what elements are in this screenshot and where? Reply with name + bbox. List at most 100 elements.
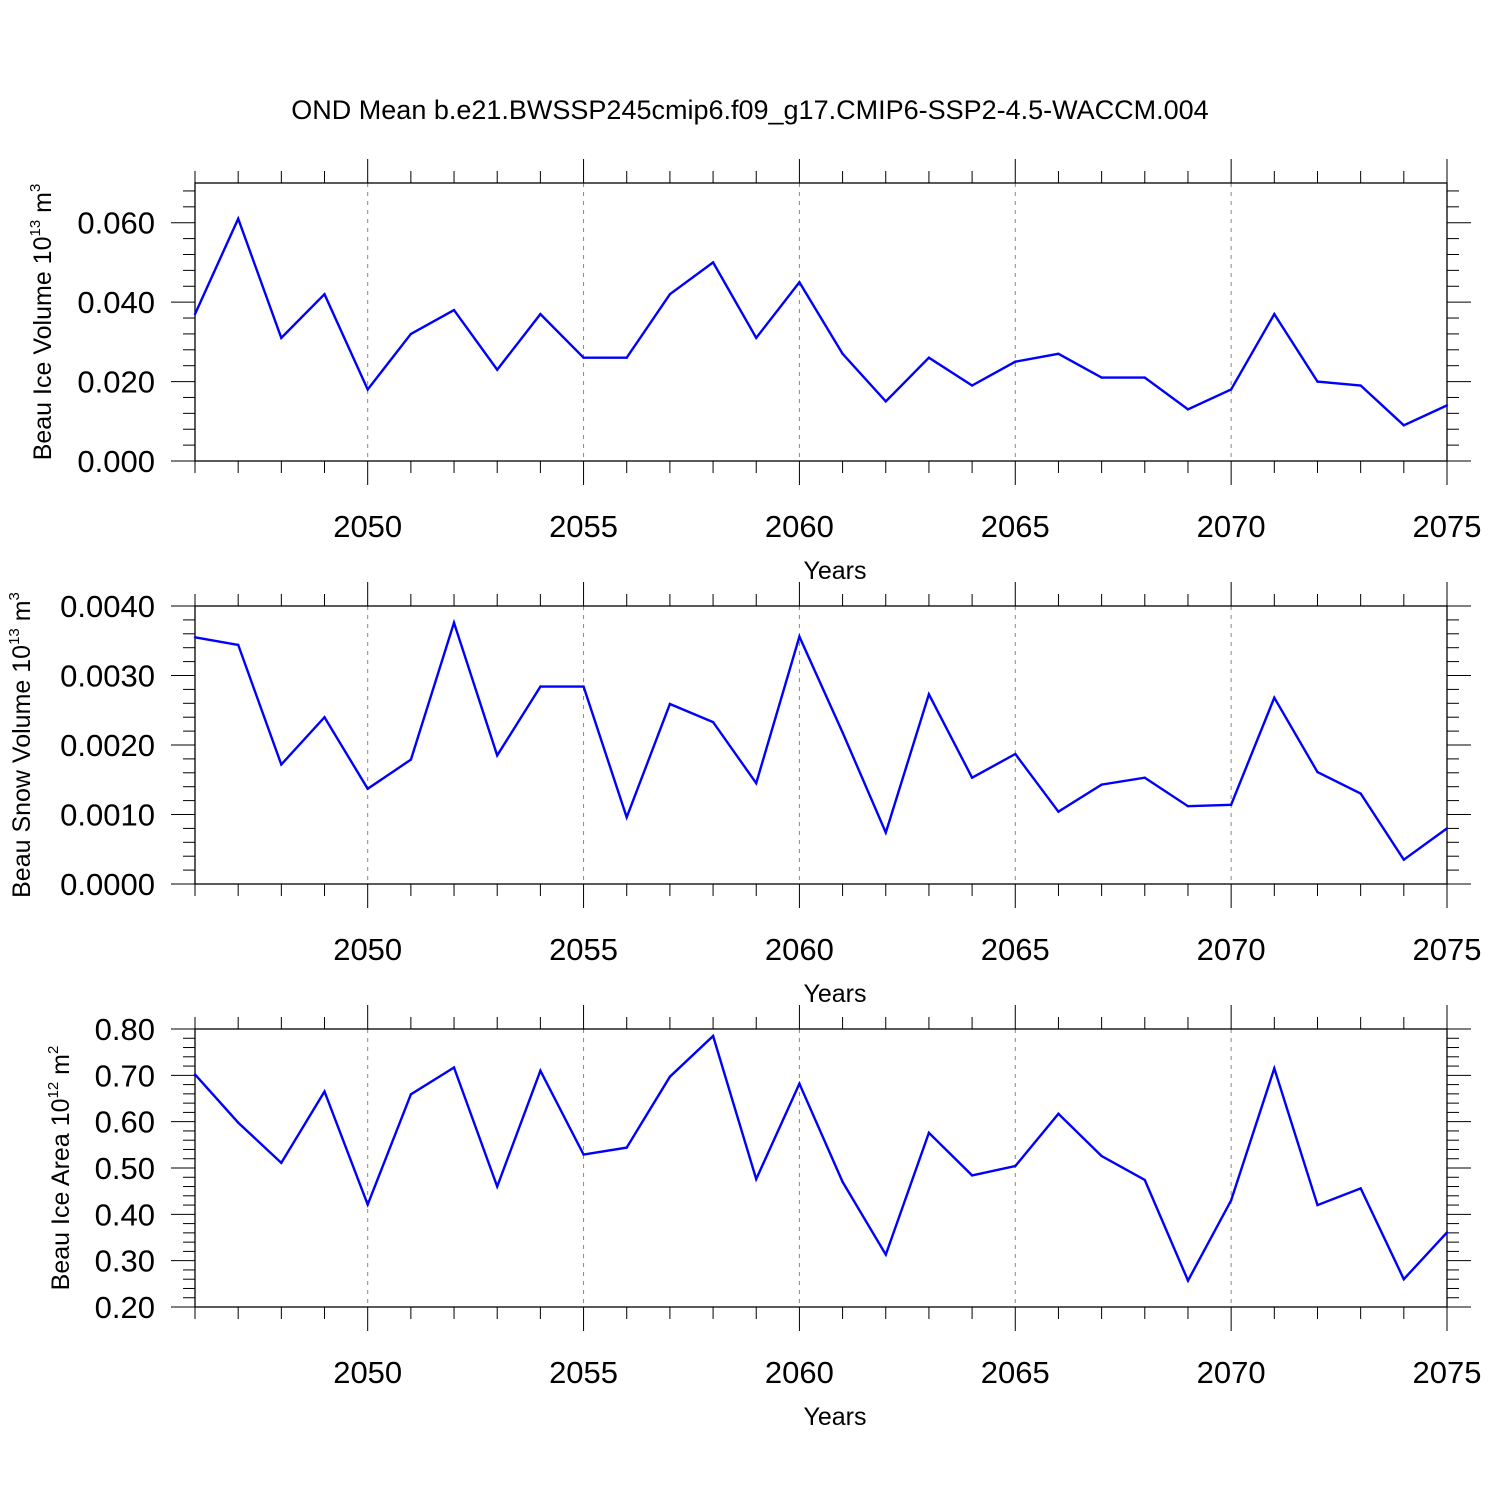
data-point: [539, 312, 542, 316]
data-point: [280, 1161, 283, 1165]
data-point: [1186, 408, 1190, 411]
data-point: [625, 816, 628, 819]
data-point: [280, 763, 283, 766]
y-axis-title-exponent: 13: [6, 628, 23, 645]
y-tick-label: 0.50: [95, 1151, 155, 1186]
data-point: [236, 217, 240, 220]
plot-frame: [194, 605, 1448, 885]
data-point: [1186, 804, 1190, 808]
data-point: [1229, 803, 1233, 806]
x-tick-label: 2050: [333, 1355, 402, 1390]
data-point: [970, 384, 974, 387]
data-point: [323, 1090, 326, 1093]
data-point: [280, 336, 283, 340]
data-point: [625, 356, 628, 359]
data-point: [1100, 376, 1103, 379]
data-point: [1445, 404, 1449, 407]
data-point: [755, 336, 758, 340]
data-point: [193, 636, 197, 639]
data-point: [582, 356, 585, 359]
y-tick-label: 0.0000: [60, 867, 155, 902]
data-point: [409, 1093, 413, 1096]
plot-frame: [194, 182, 1448, 462]
x-tick-label: 2060: [765, 932, 834, 967]
y-axis-title-text: Beau Ice Volume 10: [29, 237, 57, 461]
y-tick-label: 0.80: [95, 1012, 155, 1047]
x-axis-title: Years: [803, 557, 866, 585]
data-point: [841, 1180, 844, 1184]
y-tick-label: 0.0020: [60, 728, 155, 763]
data-point: [1143, 1178, 1146, 1182]
data-point: [711, 1034, 715, 1038]
data-point: [1359, 384, 1362, 387]
data-point: [1057, 1112, 1060, 1115]
x-tick-label: 2070: [1197, 509, 1266, 544]
x-tick-label: 2065: [981, 1355, 1050, 1390]
data-point: [1359, 1187, 1362, 1190]
y-tick-label: 0.060: [77, 206, 155, 241]
x-axis-title: Years: [803, 1403, 866, 1431]
data-point: [1143, 376, 1146, 379]
data-point: [668, 293, 672, 296]
data-point: [1186, 1279, 1190, 1282]
data-point: [1014, 360, 1017, 363]
data-point: [1402, 1278, 1406, 1281]
data-point: [496, 754, 499, 757]
data-point: [409, 758, 413, 761]
data-point: [970, 1174, 974, 1177]
x-tick-label: 2065: [981, 509, 1050, 544]
data-point: [884, 400, 887, 403]
data-point: [409, 332, 413, 336]
x-tick-label: 2060: [765, 1355, 834, 1390]
y-axis-title-exponent: 13: [27, 220, 44, 237]
data-point: [1445, 1231, 1449, 1234]
data-point: [1316, 1203, 1319, 1207]
data-point: [1057, 352, 1060, 355]
y-axis-title-exponent: 12: [45, 1082, 62, 1099]
y-tick-label: 0.60: [95, 1105, 155, 1140]
data-point: [1402, 424, 1406, 427]
x-tick-label: 2055: [549, 932, 618, 967]
data-point: [366, 1203, 369, 1206]
data-point: [496, 1185, 499, 1188]
data-point: [668, 702, 672, 706]
data-point: [193, 1073, 197, 1076]
x-axis-title: Years: [803, 980, 866, 1008]
y-axis-title-unit: m: [8, 600, 36, 628]
y-axis-title: Beau Ice Volume 1013 m3: [27, 184, 57, 461]
y-axis-title-unit: m: [47, 1054, 75, 1082]
data-point: [711, 720, 715, 724]
chart-title: OND Mean b.e21.BWSSP245cmip6.f09_g17.CMI…: [291, 95, 1208, 125]
y-axis-title-text: Beau Ice Area 10: [47, 1099, 75, 1291]
data-point: [452, 1066, 456, 1069]
chart-panel-3: 0.20 0.30 0.40 0.50 0.60 0.70 0.80 2050 2055 2060…: [45, 1005, 1481, 1431]
data-point: [1316, 380, 1319, 383]
data-point: [884, 1253, 887, 1256]
x-tick-label: 2055: [549, 509, 618, 544]
y-tick-label: 0.000: [77, 444, 155, 479]
y-tick-label: 0.0010: [60, 798, 155, 833]
y-axis-title-unit: m: [29, 192, 57, 220]
series-line: [194, 618, 1448, 862]
x-tick-label: 2075: [1413, 932, 1482, 967]
y-tick-label: 0.70: [95, 1058, 155, 1093]
y-axis-title: Beau Snow Volume 1013 m3: [6, 592, 36, 898]
data-point: [1229, 1199, 1233, 1202]
data-point: [841, 352, 844, 355]
data-point: [927, 1131, 931, 1134]
data-point: [798, 281, 801, 284]
x-tick-label: 2075: [1413, 509, 1482, 544]
data-point: [970, 776, 974, 779]
data-point: [1229, 388, 1233, 391]
data-point: [927, 693, 931, 696]
data-point: [1057, 810, 1060, 813]
data-point: [927, 356, 931, 359]
y-axis-title-unit-exponent: 2: [45, 1046, 62, 1054]
data-point: [366, 787, 369, 790]
chart-panel-1: 0.000 0.020 0.040 0.060 2050 2055 2060 2065 2070…: [27, 159, 1481, 585]
y-tick-label: 0.0040: [60, 589, 155, 624]
x-tick-label: 2075: [1413, 1355, 1482, 1390]
data-point: [1273, 1067, 1276, 1070]
data-point: [1100, 1154, 1103, 1158]
